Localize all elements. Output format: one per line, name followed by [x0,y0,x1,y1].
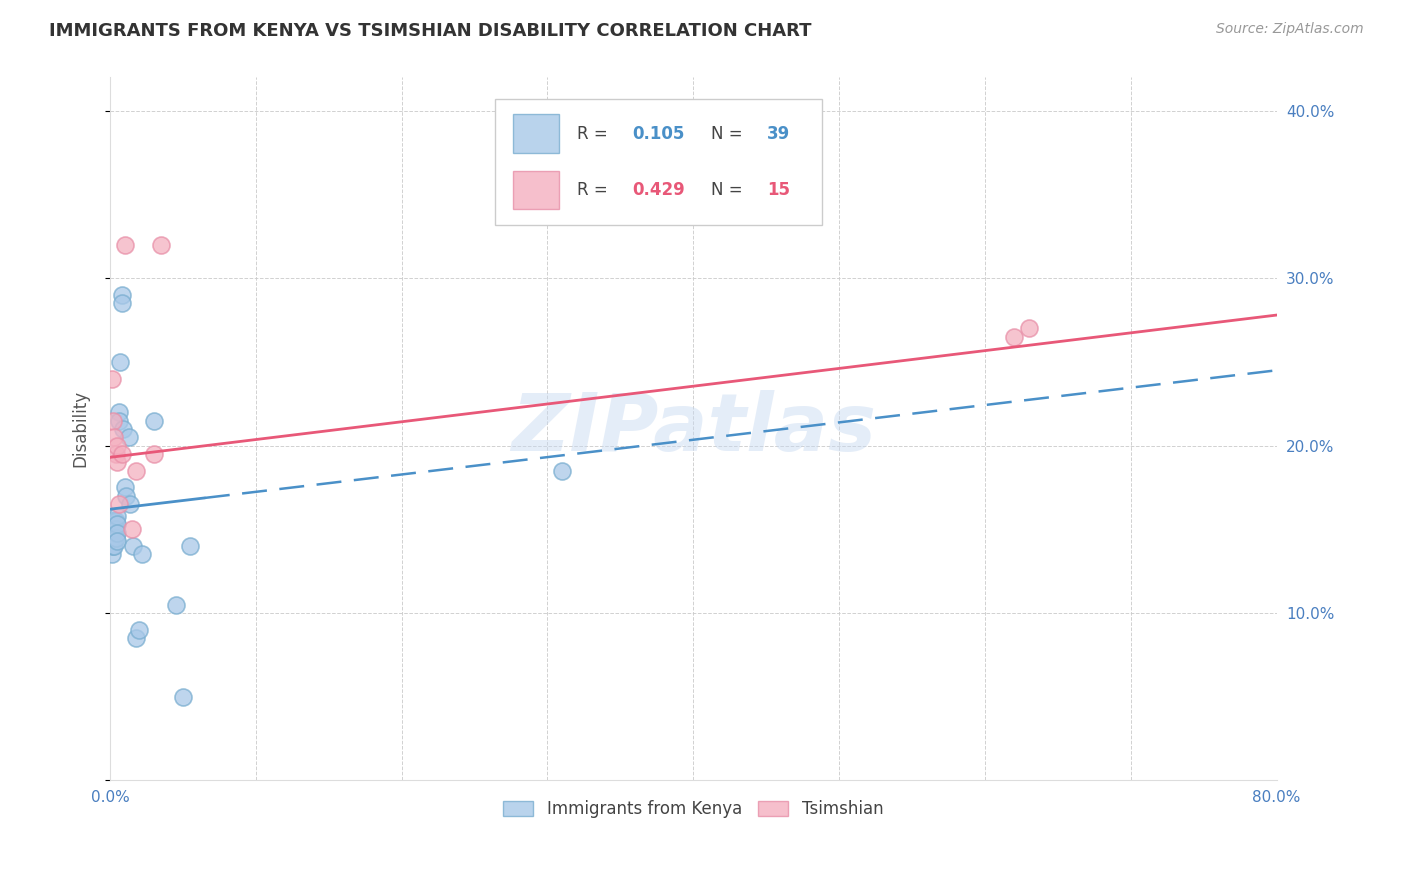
Point [114,237,136,252]
Point [115,489,138,503]
Point [165,598,187,612]
Point [105,525,128,540]
Point [114,480,136,494]
Text: 39: 39 [766,125,790,143]
Point [125,464,148,478]
Point [105,508,128,523]
Text: 0.105: 0.105 [633,125,685,143]
Point [100,531,122,545]
Point [150,237,173,252]
Point [103,539,125,553]
Point [110,355,132,369]
Text: IMMIGRANTS FROM KENYA VS TSIMSHIAN DISABILITY CORRELATION CHART: IMMIGRANTS FROM KENYA VS TSIMSHIAN DISAB… [49,22,811,40]
Point [105,439,128,453]
Point [108,405,131,419]
Point [105,517,128,532]
Point [131,548,153,562]
FancyBboxPatch shape [513,114,560,153]
Point [103,531,125,545]
Point [1002,330,1025,344]
Point [100,372,122,386]
Text: N =: N = [711,181,748,199]
Point [142,447,165,461]
Point [101,539,124,553]
Point [100,514,122,528]
Y-axis label: Disability: Disability [72,391,89,467]
Point [103,430,125,444]
Point [125,631,148,645]
Point [100,522,122,536]
Point [100,539,122,553]
Point [120,497,142,511]
Text: 15: 15 [766,181,790,199]
Point [111,288,134,302]
Point [111,447,134,461]
Point [108,413,131,427]
Point [101,531,124,545]
Point [172,690,194,704]
Text: 0.429: 0.429 [633,181,685,199]
FancyBboxPatch shape [513,170,560,210]
Point [101,514,124,528]
Point [105,455,128,469]
Point [104,447,127,461]
Point [128,623,150,637]
Point [122,539,145,553]
Text: R =: R = [576,125,613,143]
Point [103,522,125,536]
Point [179,539,201,553]
Text: Source: ZipAtlas.com: Source: ZipAtlas.com [1216,22,1364,37]
Point [118,430,141,444]
Point [111,296,134,310]
Point [104,522,127,536]
Point [105,533,128,548]
Point [101,413,124,427]
Point [103,514,125,528]
Point [100,548,122,562]
Point [121,522,143,536]
FancyBboxPatch shape [495,98,821,225]
Text: R =: R = [576,181,613,199]
Point [101,522,124,536]
Text: N =: N = [711,125,748,143]
Point [108,497,131,511]
Point [104,531,127,545]
Point [142,413,165,427]
Point [1018,321,1040,335]
Legend: Immigrants from Kenya, Tsimshian: Immigrants from Kenya, Tsimshian [496,793,890,825]
Point [112,422,135,436]
Point [104,514,127,528]
Text: ZIPatlas: ZIPatlas [510,390,876,468]
Point [551,464,574,478]
